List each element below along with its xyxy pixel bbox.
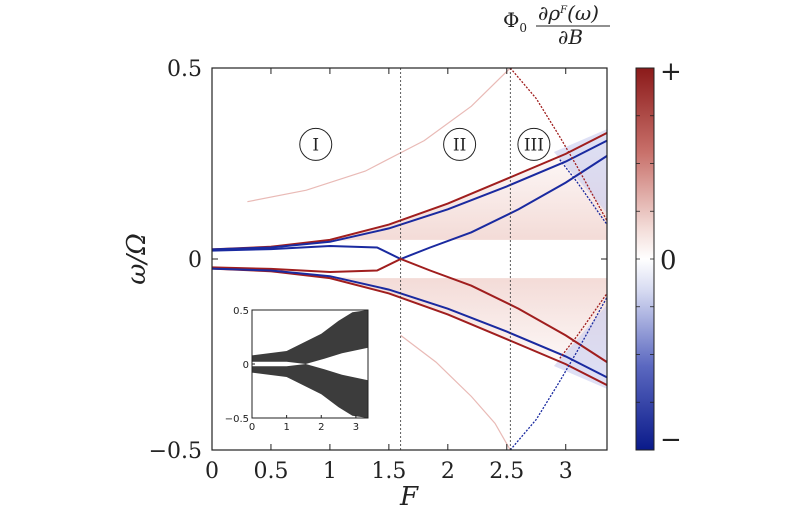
inset-y-tick-label: 0	[243, 360, 249, 371]
colorbar-title-numerator: ∂ρF(ω)	[538, 1, 599, 25]
x-tick-label: 2.5	[489, 459, 524, 484]
inset-y-ticks: 0.5 0 −0.5	[225, 306, 255, 425]
y-tick-label: −0.5	[149, 439, 202, 464]
colorbar-label-plus: +	[660, 57, 682, 87]
colorbar-label-zero: 0	[660, 246, 677, 276]
inset-y-tick-label: −0.5	[225, 414, 249, 425]
inset-x-tick-label: 1	[283, 422, 289, 433]
y-axis-label: ω/Ω	[122, 233, 152, 285]
series-faint-lower-arc	[400, 334, 511, 450]
inset-x-tick-label: 2	[318, 422, 324, 433]
region-circle-1	[299, 127, 333, 161]
series-red-diag-lower	[559, 293, 607, 359]
x-tick-label: 2	[441, 459, 455, 484]
inset-upper-band	[252, 310, 368, 364]
y-tick-label: 0	[188, 248, 202, 273]
colorbar-label-minus: −	[660, 425, 682, 455]
inset-lower-band	[252, 364, 368, 418]
series-lower-blue-outer	[212, 267, 607, 379]
series-upper-blue-inner	[212, 155, 607, 261]
y-tick-label: 0.5	[167, 57, 202, 82]
x-tick-label: 3	[559, 459, 573, 484]
colorbar-title-phi: Φ0	[503, 8, 527, 35]
inset-y-tick-label: 0.5	[233, 306, 249, 317]
colorbar-title-denominator: ∂B	[558, 25, 583, 49]
heat-glow-upper	[212, 132, 607, 250]
heat-haze-lower	[553, 304, 607, 389]
x-tick-label: 0.5	[253, 459, 288, 484]
series-lower-red-inner	[212, 257, 607, 363]
region-label-2: II	[453, 135, 466, 155]
region-circle-2	[443, 127, 477, 161]
heat-haze-upper	[553, 129, 607, 214]
colorbar-ticks: +0 −	[636, 57, 682, 455]
series-upper-blue-outer	[212, 139, 607, 251]
inset-x-ticks: 0 1 2 3	[249, 415, 359, 433]
region-label-1: I	[312, 135, 319, 155]
region-label-3: III	[524, 135, 544, 155]
colorbar: +0 − Φ0 ∂ρF(ω) ∂B	[503, 1, 682, 455]
series-faint-upper-arc	[247, 68, 511, 203]
main-plot: I II III 0 0.5 1 1.5 2 2.5 3 0.50−0.5 F ω/Ω	[122, 57, 608, 512]
region-circle-3	[517, 127, 551, 161]
x-axis-label: F	[399, 482, 419, 512]
region-markers: I II III	[299, 127, 551, 161]
inset-bands	[252, 310, 368, 418]
series-red-diag-upper	[509, 68, 607, 222]
series-blue-diag-lower	[509, 296, 607, 450]
x-tick-label: 1	[323, 459, 337, 484]
heatmap-layer	[212, 68, 607, 450]
series-blue-diag-upper	[559, 159, 607, 225]
x-tick-label: 1.5	[371, 459, 406, 484]
heat-glow-lower	[212, 268, 607, 386]
x-axis-ticks: 0 0.5 1 1.5 2 2.5 3	[205, 68, 573, 484]
inset-x-tick-label: 0	[249, 422, 255, 433]
x-tick-label: 0	[205, 459, 219, 484]
y-axis-ticks: 0.50−0.5	[149, 57, 607, 464]
colorbar-title: Φ0 ∂ρF(ω) ∂B	[503, 1, 610, 49]
inset-x-tick-label: 3	[353, 422, 359, 433]
